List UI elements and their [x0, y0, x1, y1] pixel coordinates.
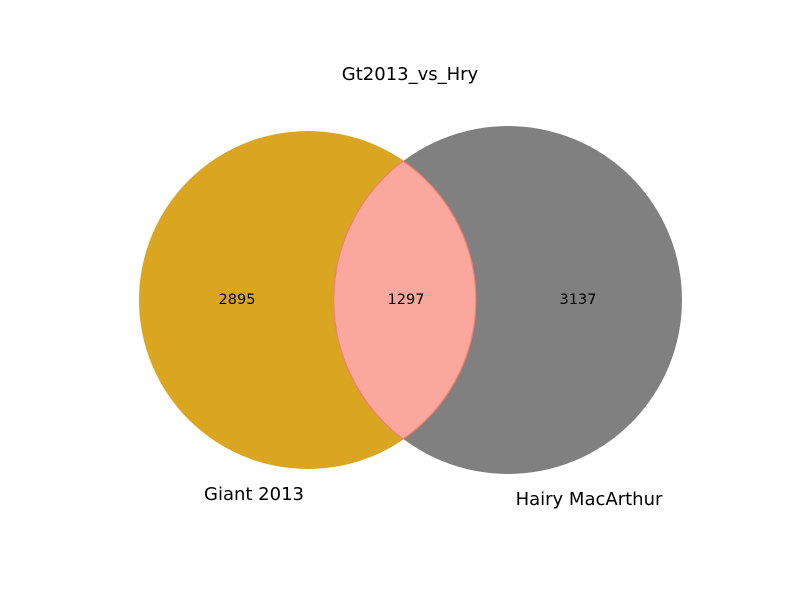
right-set-label: Hairy MacArthur	[516, 489, 663, 510]
right-only-count: 3137	[560, 292, 597, 308]
figure-title: Gt2013_vs_Hry	[342, 64, 479, 85]
intersection-region	[333, 160, 477, 440]
intersection-count: 1297	[388, 292, 425, 308]
left-set-label: Giant 2013	[204, 484, 304, 505]
left-only-count: 2895	[219, 292, 256, 308]
